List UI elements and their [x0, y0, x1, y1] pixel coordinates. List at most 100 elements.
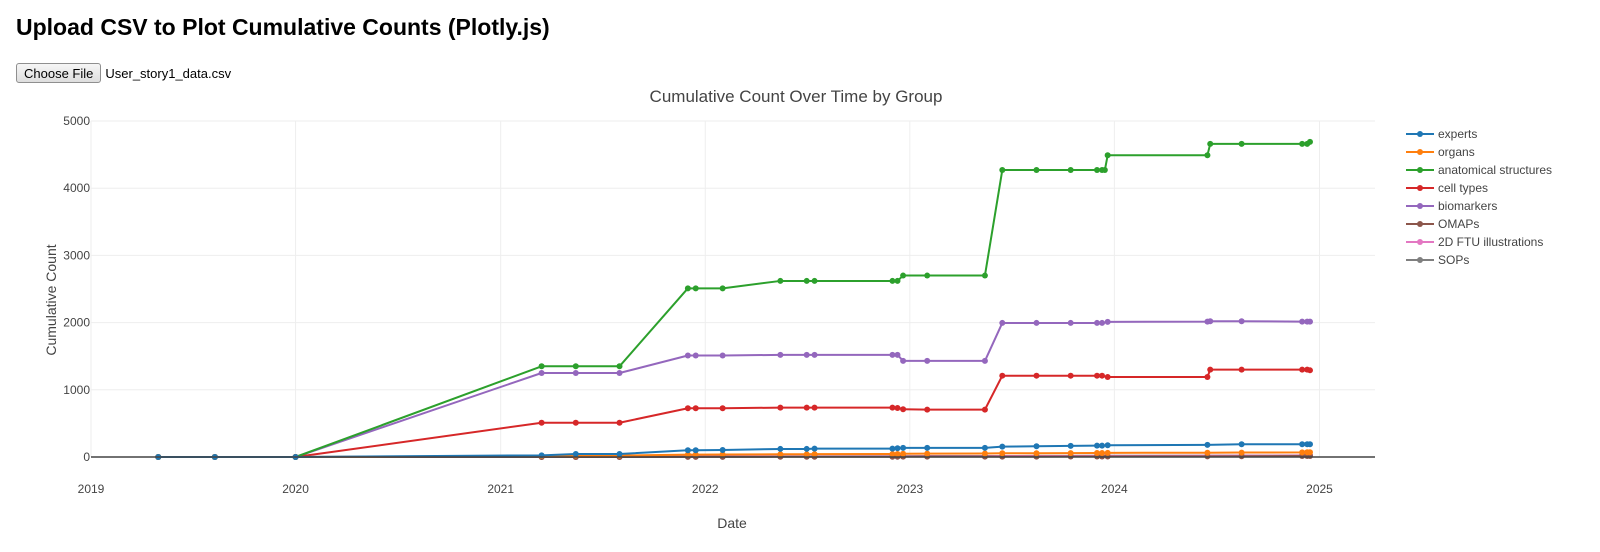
data-point[interactable] [894, 450, 901, 457]
data-point[interactable] [684, 405, 691, 412]
chart[interactable]: Cumulative Count Over Time by Group 0 100… [0, 80, 1600, 552]
data-point[interactable] [692, 451, 699, 458]
data-point[interactable] [981, 444, 988, 451]
data-point[interactable] [572, 419, 579, 426]
data-point[interactable] [572, 370, 579, 376]
data-point[interactable] [1238, 366, 1245, 373]
data-point[interactable] [1067, 450, 1074, 457]
data-point[interactable] [572, 363, 579, 370]
data-point[interactable] [811, 445, 818, 452]
data-point[interactable] [1033, 372, 1040, 379]
data-point[interactable] [999, 443, 1006, 450]
data-point[interactable] [811, 404, 818, 411]
data-point[interactable] [803, 404, 810, 411]
data-point[interactable] [1094, 319, 1101, 326]
data-point[interactable] [1099, 372, 1106, 379]
data-point[interactable] [1094, 167, 1101, 174]
data-point[interactable] [900, 406, 907, 413]
data-point[interactable] [538, 363, 545, 370]
data-point[interactable] [924, 357, 931, 364]
data-point[interactable] [1204, 449, 1211, 456]
data-point[interactable] [1204, 374, 1211, 381]
data-point[interactable] [616, 370, 623, 376]
data-point[interactable] [1099, 442, 1106, 449]
data-point[interactable] [719, 451, 726, 458]
data-point[interactable] [1306, 441, 1313, 448]
data-point[interactable] [1067, 372, 1074, 379]
legend[interactable]: experts organs anatomical structures cell t… [1406, 127, 1552, 267]
data-point[interactable] [692, 352, 699, 359]
data-point[interactable] [811, 351, 818, 358]
data-point[interactable] [719, 352, 726, 359]
data-point[interactable] [1067, 319, 1074, 326]
data-point[interactable] [894, 404, 901, 411]
data-point[interactable] [900, 272, 907, 279]
data-point[interactable] [1033, 167, 1040, 174]
legend-item[interactable]: SOPs [1406, 253, 1469, 267]
data-point[interactable] [1094, 449, 1101, 456]
legend-item[interactable]: experts [1406, 127, 1477, 141]
data-point[interactable] [981, 450, 988, 457]
data-point[interactable] [692, 447, 699, 454]
data-point[interactable] [1033, 450, 1040, 457]
data-point[interactable] [1104, 374, 1111, 381]
data-point[interactable] [1207, 318, 1214, 325]
data-point[interactable] [1067, 167, 1074, 174]
data-point[interactable] [719, 405, 726, 412]
data-point[interactable] [900, 444, 907, 451]
data-point[interactable] [692, 285, 699, 292]
data-point[interactable] [1204, 441, 1211, 448]
data-point[interactable] [924, 272, 931, 279]
data-point[interactable] [1101, 167, 1108, 174]
data-point[interactable] [1094, 372, 1101, 379]
data-point[interactable] [924, 406, 931, 413]
data-point[interactable] [1299, 318, 1306, 325]
data-point[interactable] [572, 450, 579, 457]
data-point[interactable] [1299, 140, 1306, 147]
data-point[interactable] [1299, 366, 1306, 373]
data-point[interactable] [1204, 152, 1211, 159]
data-point[interactable] [616, 450, 623, 457]
data-point[interactable] [1306, 318, 1313, 325]
choose-file-button[interactable]: Choose File [16, 63, 102, 83]
data-point[interactable] [684, 285, 691, 292]
data-point[interactable] [900, 450, 907, 457]
data-point[interactable] [777, 351, 784, 358]
legend-item[interactable]: OMAPs [1406, 217, 1479, 231]
data-point[interactable] [1238, 449, 1245, 456]
legend-item[interactable]: anatomical structures [1406, 163, 1552, 177]
data-point[interactable] [803, 277, 810, 284]
data-point[interactable] [1299, 441, 1306, 448]
data-point[interactable] [889, 450, 896, 457]
legend-item[interactable]: organs [1406, 145, 1475, 159]
data-point[interactable] [894, 445, 901, 452]
data-point[interactable] [803, 451, 810, 458]
data-point[interactable] [1033, 443, 1040, 450]
data-point[interactable] [684, 447, 691, 454]
data-point[interactable] [924, 444, 931, 451]
data-point[interactable] [616, 363, 623, 370]
data-point[interactable] [684, 451, 691, 458]
data-point[interactable] [616, 419, 623, 426]
data-point[interactable] [1238, 140, 1245, 147]
legend-item[interactable]: biomarkers [1406, 199, 1497, 213]
data-point[interactable] [981, 406, 988, 413]
data-point[interactable] [981, 272, 988, 279]
data-point[interactable] [1104, 449, 1111, 456]
data-point[interactable] [684, 352, 691, 359]
data-point[interactable] [1033, 319, 1040, 326]
legend-item[interactable]: 2D FTU illustrations [1406, 235, 1543, 249]
data-point[interactable] [777, 404, 784, 411]
data-point[interactable] [1067, 442, 1074, 449]
data-point[interactable] [1238, 318, 1245, 325]
data-point[interactable] [894, 351, 901, 358]
data-point[interactable] [777, 277, 784, 284]
data-point[interactable] [1099, 319, 1106, 326]
data-point[interactable] [811, 277, 818, 284]
data-point[interactable] [1306, 138, 1313, 145]
data-point[interactable] [1094, 442, 1101, 449]
data-point[interactable] [999, 450, 1006, 457]
data-point[interactable] [900, 357, 907, 364]
data-point[interactable] [924, 450, 931, 457]
data-point[interactable] [811, 451, 818, 458]
